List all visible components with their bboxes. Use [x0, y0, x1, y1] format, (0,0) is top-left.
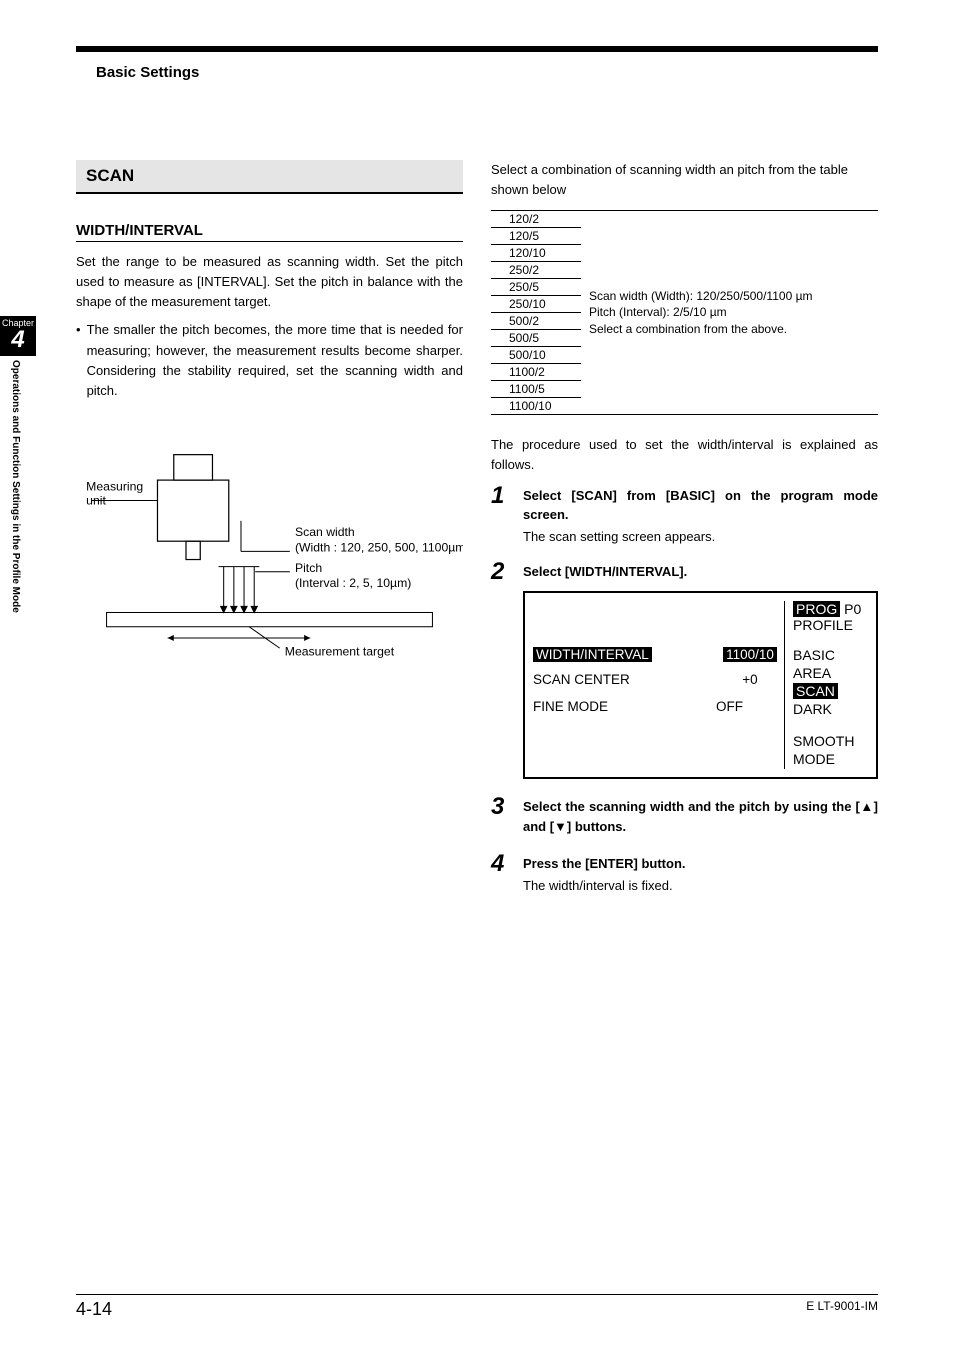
combo-cell: 500/10	[491, 347, 581, 364]
lcd-val-width: 1100/10	[723, 647, 777, 662]
label-pitch: Pitch	[295, 561, 322, 575]
menu-smooth: SMOOTH	[793, 733, 868, 749]
step-title: Press the [ENTER] button.	[523, 854, 878, 874]
lcd-prog-line: PROG P0	[793, 601, 868, 617]
step-4: 4 Press the [ENTER] button. The width/in…	[491, 852, 878, 893]
label-measuring-unit: Measuring	[86, 479, 143, 493]
combo-intro: Select a combination of scanning width a…	[491, 160, 878, 200]
step-title: Select [SCAN] from [BASIC] on the progra…	[523, 486, 878, 525]
top-rule	[76, 46, 878, 52]
svg-text:unit: unit	[86, 494, 106, 508]
label-target: Measurement target	[285, 644, 395, 658]
right-column: Select a combination of scanning width a…	[491, 160, 878, 909]
svg-text:(Width : 120, 250, 500, 1100µm: (Width : 120, 250, 500, 1100µm)	[295, 540, 463, 554]
combo-cell: 500/5	[491, 330, 581, 347]
width-interval-heading: WIDTH/INTERVAL	[76, 222, 463, 242]
lcd-val-center: +0	[716, 672, 784, 687]
lcd-main: WIDTH/INTERVAL 1100/10 SCAN CENTER +0 FI…	[533, 601, 784, 769]
bullet-item: • The smaller the pitch becomes, the mor…	[76, 320, 463, 401]
menu-gap	[793, 719, 868, 731]
combo-cell: 120/5	[491, 228, 581, 245]
content-area: SCAN WIDTH/INTERVAL Set the range to be …	[76, 160, 878, 909]
step-number: 3	[491, 795, 511, 836]
menu-area: AREA	[793, 665, 868, 681]
combo-cell: 250/10	[491, 296, 581, 313]
combo-table: 120/2 Scan width (Width): 120/250/500/11…	[491, 210, 878, 415]
doc-id: E LT-9001-IM	[806, 1299, 878, 1320]
menu-scan: SCAN	[793, 683, 868, 699]
chapter-number: 4	[0, 328, 36, 356]
footer: 4-14 E LT-9001-IM	[76, 1294, 878, 1320]
left-column: SCAN WIDTH/INTERVAL Set the range to be …	[76, 160, 463, 909]
chapter-tab: Chapter 4 Operations and Function Settin…	[0, 316, 36, 613]
combo-cell: 250/5	[491, 279, 581, 296]
svg-text:(Interval : 2, 5, 10µm): (Interval : 2, 5, 10µm)	[295, 576, 411, 590]
label-scan-width: Scan width	[295, 525, 355, 539]
lcd-label-fine: FINE MODE	[533, 699, 716, 714]
lcd-menu: PROG P0 PROFILE BASIC AREA SCAN DARK SMO…	[784, 601, 868, 769]
combo-cell: 250/2	[491, 262, 581, 279]
step-title: Select the scanning width and the pitch …	[523, 797, 878, 836]
combo-desc: Scan width (Width): 120/250/500/1100 µm …	[581, 211, 878, 415]
step-number: 2	[491, 560, 511, 780]
lcd-screen: WIDTH/INTERVAL 1100/10 SCAN CENTER +0 FI…	[523, 591, 878, 779]
step-number: 1	[491, 484, 511, 544]
step-title: Select [WIDTH/INTERVAL].	[523, 562, 878, 582]
step-2: 2 Select [WIDTH/INTERVAL]. WIDTH/INTERVA…	[491, 560, 878, 780]
step-1: 1 Select [SCAN] from [BASIC] on the prog…	[491, 484, 878, 544]
lcd-label-center: SCAN CENTER	[533, 672, 716, 687]
bullet-text: The smaller the pitch becomes, the more …	[87, 320, 463, 401]
combo-cell: 1100/5	[491, 381, 581, 398]
lcd-profile: PROFILE	[793, 617, 868, 633]
combo-cell: 120/10	[491, 245, 581, 262]
lcd-val-fine: OFF	[716, 699, 784, 714]
procedure-intro: The procedure used to set the width/inte…	[491, 435, 878, 475]
step-3: 3 Select the scanning width and the pitc…	[491, 795, 878, 836]
menu-dark: DARK	[793, 701, 868, 717]
combo-cell: 500/2	[491, 313, 581, 330]
lcd-row: WIDTH/INTERVAL 1100/10	[533, 647, 784, 662]
combo-cell: 1100/10	[491, 398, 581, 415]
lcd-label-width: WIDTH/INTERVAL	[533, 647, 652, 662]
bullet-marker: •	[76, 320, 81, 401]
menu-basic: BASIC	[793, 647, 868, 663]
intro-paragraph: Set the range to be measured as scanning…	[76, 252, 463, 312]
step-note: The scan setting screen appears.	[523, 529, 878, 544]
scan-diagram: Measuring unit Scan width (Width : 120, …	[76, 419, 463, 674]
page-number: 4-14	[76, 1299, 112, 1320]
step-number: 4	[491, 852, 511, 893]
breadcrumb: Basic Settings	[96, 64, 199, 81]
combo-cell: 1100/2	[491, 364, 581, 381]
scan-heading: SCAN	[76, 160, 463, 194]
combo-cell: 120/2	[491, 211, 581, 228]
lcd-row: FINE MODE OFF	[533, 699, 784, 714]
lcd-row: SCAN CENTER +0	[533, 672, 784, 687]
chapter-title: Operations and Function Settings in the …	[10, 356, 21, 613]
menu-mode: MODE	[793, 751, 868, 767]
step-note: The width/interval is fixed.	[523, 878, 878, 893]
